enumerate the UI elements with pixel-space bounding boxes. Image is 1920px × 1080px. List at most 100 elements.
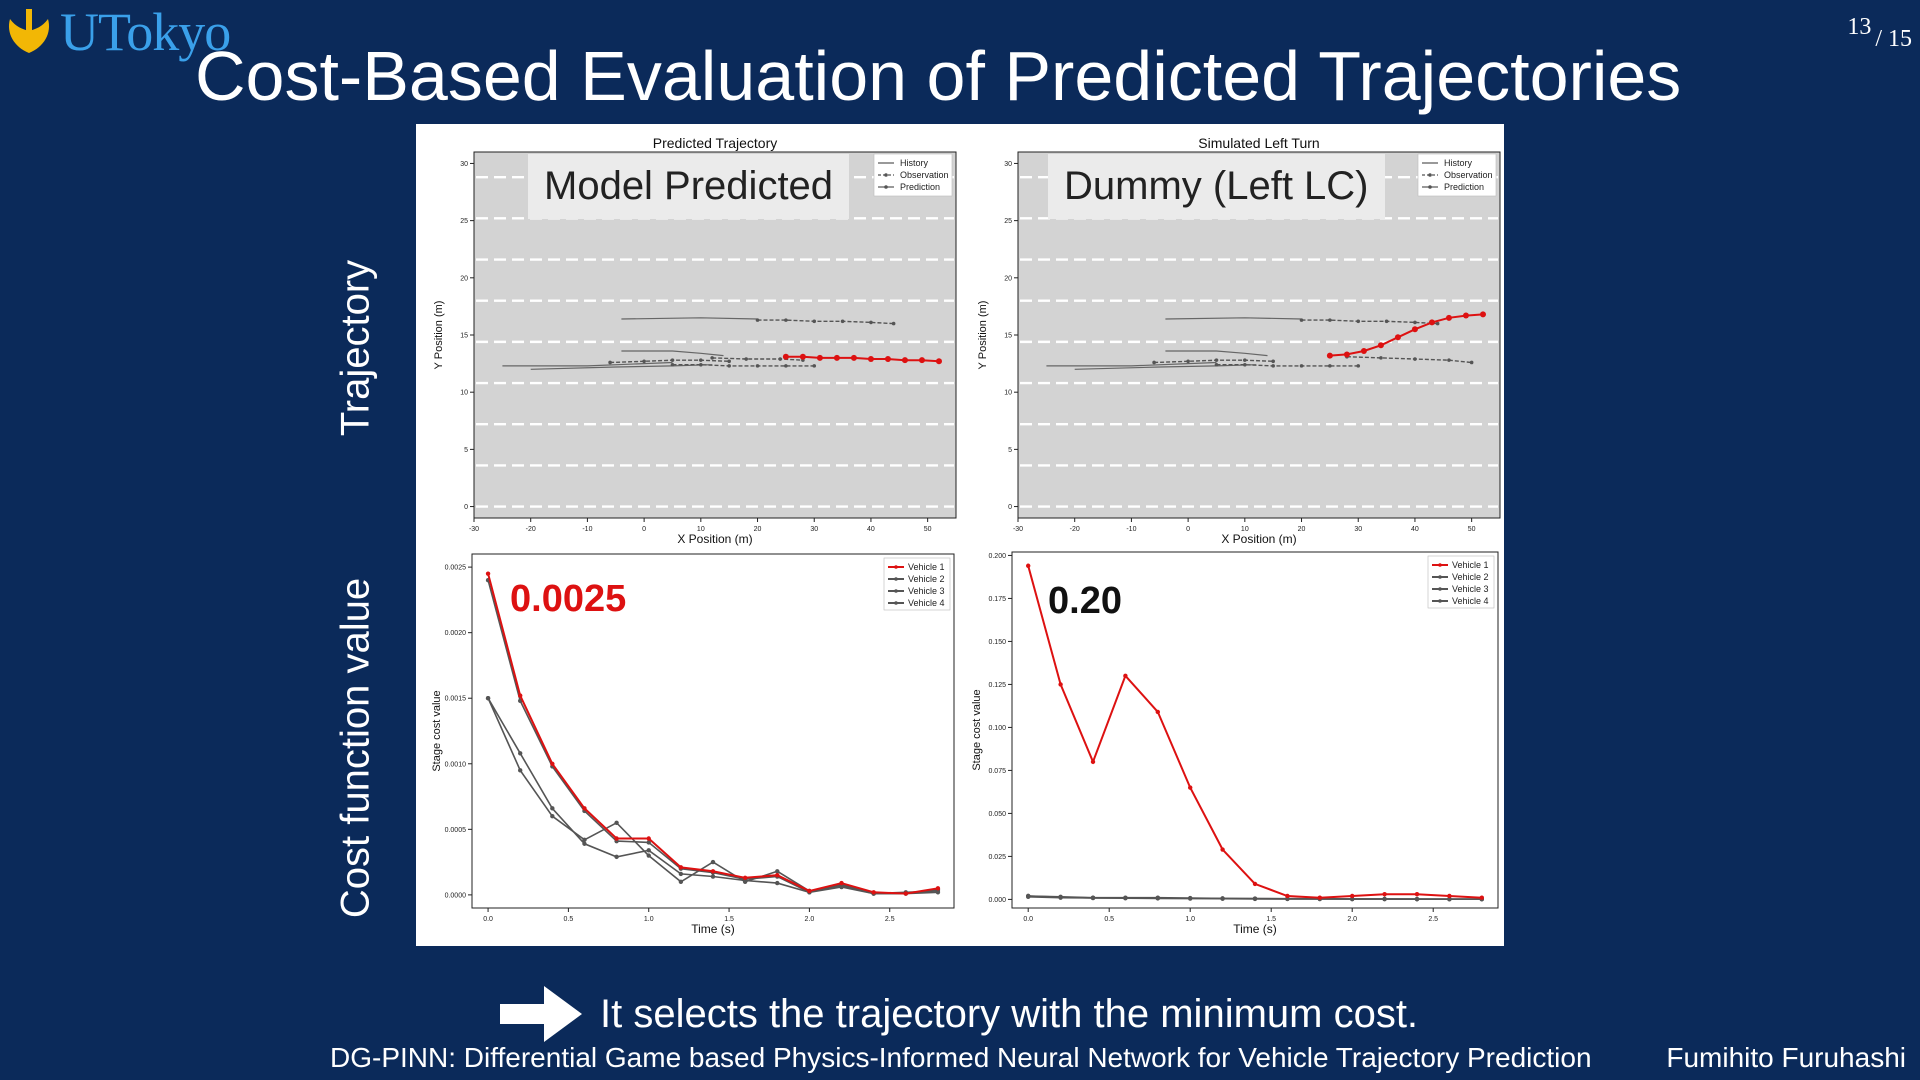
legend-marker (1428, 185, 1432, 189)
series-point-4 (1447, 897, 1452, 902)
y-tick-label: 10 (460, 390, 468, 397)
conclusion-text: It selects the trajectory with the minim… (600, 991, 1419, 1036)
prediction-line (1329, 313, 1484, 357)
legend-marker (894, 589, 898, 593)
series-point-1 (935, 886, 941, 891)
series-point-4 (1123, 895, 1128, 901)
observation-point (1356, 319, 1361, 324)
prediction-point (1462, 312, 1469, 319)
series-point-3 (550, 814, 555, 819)
y-tick-label: 0.0010 (445, 761, 467, 768)
x-tick-label: -10 (582, 526, 592, 533)
legend-label: Prediction (900, 182, 940, 192)
observation-point (1469, 360, 1474, 365)
observation-point (608, 360, 612, 365)
prediction-point (1394, 334, 1401, 341)
x-axis-label: X Position (m) (1221, 532, 1296, 546)
slide-title: Cost-Based Evaluation of Predicted Traje… (195, 37, 1682, 115)
y-tick-label: 0.0020 (445, 630, 467, 637)
ginkgo-leaf-icon (8, 9, 50, 53)
x-tick-label: 1.5 (1266, 916, 1276, 923)
y-tick-label: 0.0025 (445, 565, 467, 572)
prediction-point (1445, 314, 1452, 321)
legend-label: Vehicle 4 (1452, 596, 1489, 606)
series-point-4 (1220, 896, 1225, 901)
series-point-4 (1026, 894, 1031, 900)
series-point-4 (1188, 896, 1193, 901)
observation-point (727, 359, 731, 364)
series-point-1 (1123, 673, 1128, 679)
observation-point (1356, 364, 1361, 368)
footer-paper-title: DG-PINN: Differential Game based Physics… (330, 1042, 1592, 1073)
prediction-point (799, 353, 806, 360)
x-tick-label: -20 (526, 526, 536, 533)
y-tick-label: 25 (460, 218, 468, 225)
series-point-1 (1350, 893, 1355, 899)
legend-marker (1438, 563, 1442, 567)
x-tick-label: 1.0 (1185, 916, 1195, 923)
legend-marker (1438, 599, 1442, 603)
legend-label: Observation (900, 170, 949, 180)
x-tick-label: 0.0 (483, 916, 493, 923)
x-tick-label: 0.0 (1023, 916, 1033, 923)
footer-author: Fumihito Furuhashi (1666, 1042, 1906, 1073)
legend-marker (884, 185, 888, 189)
right-arrow-icon (500, 986, 582, 1042)
y-axis-label: Stage cost value (971, 689, 983, 770)
observation-point (755, 318, 760, 322)
observation-point (744, 357, 748, 361)
dummy-left-lc-label: Dummy (Left LC) (1048, 154, 1385, 219)
y-tick-label: 0 (1008, 504, 1012, 511)
x-tick-label: -10 (1126, 526, 1136, 533)
prediction-point (782, 353, 789, 360)
y-tick-label: 0.000 (988, 897, 1006, 904)
observation-point (1413, 320, 1417, 325)
observation-point (670, 362, 675, 367)
chart-cost-model: 0.0 0.5 1.0 1.5 2.0 2.5 0.0000 0.0005 0.0010 0.00… (431, 553, 955, 936)
y-tick-label: 30 (1004, 161, 1012, 168)
prediction-point (1411, 326, 1418, 333)
logo-text: UTokyo (60, 2, 231, 62)
page-number: 13/ 15 (1847, 14, 1912, 52)
observation-point (891, 321, 896, 326)
observation-point (1299, 318, 1304, 322)
x-axis-label: Time (s) (1233, 922, 1277, 936)
y-tick-label: 25 (1004, 218, 1012, 225)
series-point-1 (871, 890, 876, 895)
observation-point (642, 359, 646, 364)
observation-point (1243, 362, 1247, 367)
dummy-cost-value: 0.20 (1048, 580, 1122, 622)
row-label-cost: Cost function value (333, 577, 378, 919)
prediction-line (785, 355, 940, 363)
series-point-1 (1447, 893, 1452, 899)
x-tick-label: 2.0 (1347, 916, 1357, 923)
x-tick-label: 10 (697, 526, 705, 533)
x-tick-label: 50 (1468, 526, 1476, 533)
x-tick-label: 2.5 (885, 916, 895, 923)
legend-label: History (1444, 158, 1473, 168)
series-point-1 (1252, 881, 1258, 887)
observation-point (812, 319, 817, 324)
observation-point (727, 364, 731, 368)
chart-title: Predicted Trajectory (653, 135, 778, 151)
x-tick-label: -20 (1070, 526, 1080, 533)
legend-marker (1428, 173, 1432, 177)
series-point-1 (1220, 847, 1225, 852)
y-tick-label: 0.0000 (445, 892, 467, 899)
x-tick-label: 1.0 (644, 916, 654, 923)
history-line (621, 317, 758, 320)
y-tick-label: 20 (1004, 275, 1012, 282)
y-tick-label: 0.200 (988, 553, 1006, 560)
observation-point (1271, 364, 1275, 368)
legend-label: Vehicle 4 (908, 598, 945, 608)
observation-line (712, 357, 803, 361)
observation-point (1152, 360, 1156, 365)
series-point-1 (582, 806, 587, 811)
y-tick-label: 0.125 (988, 682, 1006, 689)
series-point-1 (1382, 892, 1387, 897)
series-point-4 (646, 848, 651, 853)
observation-point (1384, 319, 1389, 324)
observation-point (1214, 362, 1219, 367)
plot-area (471, 553, 955, 909)
prediction-point (1360, 348, 1367, 355)
